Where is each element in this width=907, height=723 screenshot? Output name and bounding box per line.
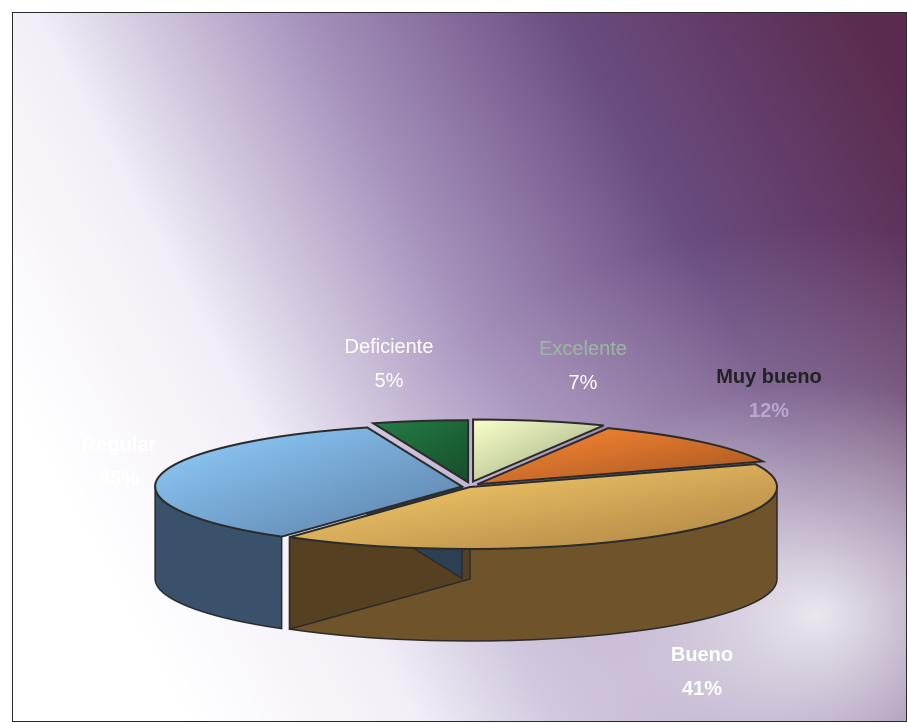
slice-label-muy-bueno: Muy bueno xyxy=(716,366,822,388)
slice-percent-bueno: 41% xyxy=(682,678,722,700)
slice-percent-excelente: 7% xyxy=(569,372,598,394)
slice-bueno xyxy=(289,463,778,550)
slice-percent-deficiente: 5% xyxy=(375,370,404,392)
slice-label-excelente: Excelente xyxy=(539,338,627,360)
slice-excelente xyxy=(472,418,605,484)
chart-frame: Excelente 7% Muy bueno 12% Bueno 41% Regular 35… xyxy=(12,12,907,722)
slice-label-bueno: Bueno xyxy=(671,644,733,666)
slice-percent-regular: 35% xyxy=(99,468,139,490)
slice-label-regular: Regular xyxy=(82,434,157,456)
slice-label-deficiente: Deficiente xyxy=(345,336,434,358)
slice-percent-muy-bueno: 12% xyxy=(749,400,789,422)
pie-tops xyxy=(154,418,778,550)
slice-labels: Excelente 7% Muy bueno 12% Bueno 41% Regular 35… xyxy=(82,336,822,700)
slice-muy-bueno xyxy=(476,427,767,486)
pie-chart: Excelente 7% Muy bueno 12% Bueno 41% Regular 35… xyxy=(13,13,906,721)
slice-regular xyxy=(154,426,465,538)
slice-deficiente xyxy=(370,419,470,485)
